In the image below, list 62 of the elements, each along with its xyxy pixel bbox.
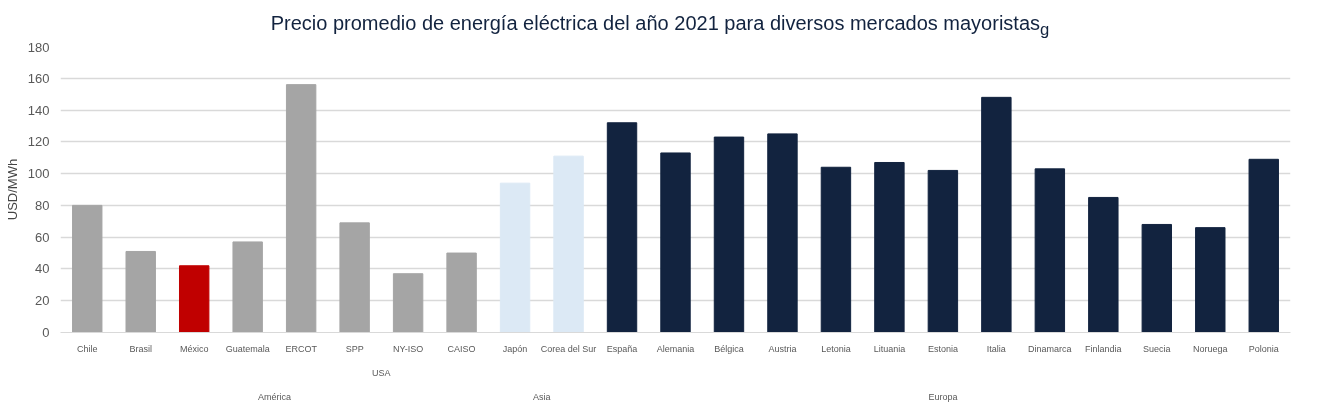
x-tick-label: Alemania: [656, 343, 695, 354]
y-tick-label: 140: [27, 102, 50, 118]
bar: [125, 250, 156, 333]
bar: [606, 122, 638, 333]
bar: [927, 169, 959, 333]
x-tick-label: Guatemala: [225, 343, 270, 354]
bar: [981, 96, 1012, 333]
bar: [1195, 227, 1226, 333]
x-tick-label: Corea del Sur: [540, 343, 597, 354]
x-tick-label: Finlandia: [1085, 343, 1122, 354]
bar: [232, 241, 263, 333]
x-tick-label: CAISO: [447, 343, 476, 354]
text: USA: [372, 367, 391, 378]
bar: [1248, 158, 1279, 333]
bar: [820, 166, 852, 333]
x-tick-label: Dinamarca: [1028, 343, 1072, 354]
bar: [1141, 223, 1173, 333]
bar: [339, 222, 370, 333]
text: Europa: [928, 391, 958, 402]
y-axis-title: USD/MWh: [4, 158, 20, 221]
bar: [72, 204, 103, 333]
x-tick-label: España: [606, 343, 638, 354]
bar: [1034, 168, 1066, 333]
x-tick-label: Suecia: [1143, 343, 1171, 354]
x-tick-label: Japón: [502, 343, 528, 354]
bar: [446, 252, 477, 333]
bar: [285, 84, 317, 333]
bar: [1088, 196, 1119, 333]
bar: [553, 155, 584, 333]
x-tick-label: México: [179, 343, 209, 354]
x-tick-label: Noruega: [1193, 343, 1228, 354]
x-tick-label: Lituania: [873, 343, 906, 354]
bar: [767, 133, 798, 333]
y-tick-label: 60: [35, 229, 50, 245]
bar: [499, 182, 531, 333]
x-tick-label: Austria: [768, 343, 797, 354]
bar: [713, 136, 745, 333]
bar: [874, 161, 905, 333]
text: Asia: [533, 391, 551, 402]
x-tick-label: Chile: [76, 343, 98, 354]
y-tick-label: 160: [27, 70, 50, 86]
bar: [392, 273, 424, 333]
y-tick-label: 180: [27, 39, 50, 55]
bar: [178, 265, 210, 333]
x-tick-label: Brasil: [129, 343, 152, 354]
y-tick-label: 100: [27, 166, 50, 182]
x-tick-label: ERCOT: [285, 343, 318, 354]
x-tick-label: Bélgica: [714, 343, 744, 354]
y-tick-label: 40: [35, 261, 50, 277]
y-tick-label: 0: [42, 325, 50, 340]
x-tick-label: SPP: [345, 343, 364, 354]
chart-title: Precio promedio de energía eléctrica del año 2021 para diversos mercados mayoristas$_{g}$: [270, 11, 1050, 41]
bar: [660, 152, 691, 333]
y-tick-label: 20: [35, 293, 50, 309]
y-tick-label: 120: [27, 134, 50, 150]
y-tick-label: 80: [35, 197, 50, 213]
text: América: [257, 391, 291, 402]
x-tick-label: Letonia: [821, 343, 851, 354]
x-tick-label: NY-ISO: [393, 343, 424, 354]
x-tick-label: Italia: [986, 343, 1006, 354]
x-tick-label: Polonia: [1248, 343, 1279, 354]
x-tick-label: Estonia: [927, 343, 958, 354]
